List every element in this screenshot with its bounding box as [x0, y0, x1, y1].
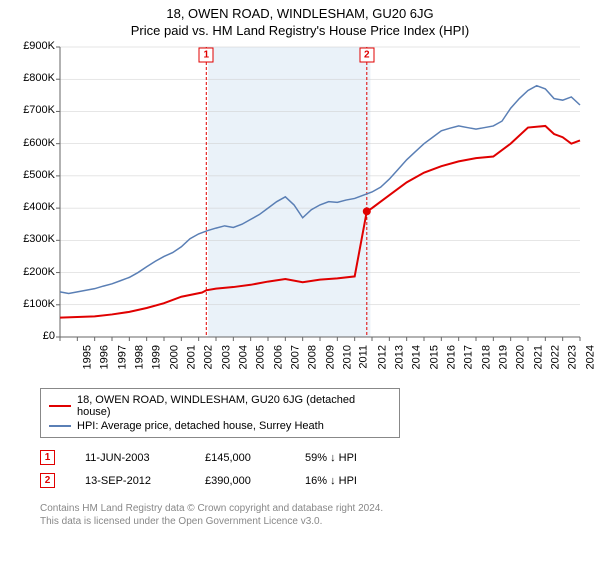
x-axis-label: 2014: [411, 345, 423, 369]
legend-row: 18, OWEN ROAD, WINDLESHAM, GU20 6JG (det…: [49, 393, 391, 419]
y-axis-label: £900K: [15, 40, 55, 52]
x-axis-label: 2023: [567, 345, 579, 369]
x-axis-label: 2017: [463, 345, 475, 369]
y-axis-label: £600K: [15, 137, 55, 149]
x-axis-label: 2009: [324, 345, 336, 369]
legend-label: HPI: Average price, detached house, Surr…: [77, 420, 324, 432]
plot-marker: 1: [199, 48, 214, 63]
x-axis-label: 2013: [393, 345, 405, 369]
footer-line: Contains HM Land Registry data © Crown c…: [40, 502, 600, 515]
event-delta: 16% ↓ HPI: [305, 475, 357, 487]
event-price: £145,000: [205, 452, 275, 464]
x-axis-label: 2024: [584, 345, 596, 369]
legend-row: HPI: Average price, detached house, Surr…: [49, 419, 391, 433]
x-axis-label: 1997: [116, 345, 128, 369]
event-marker-number: 2: [45, 475, 51, 486]
y-axis-label: £800K: [15, 72, 55, 84]
x-axis-label: 2005: [255, 345, 267, 369]
chart-svg: [15, 42, 585, 342]
footer: Contains HM Land Registry data © Crown c…: [40, 502, 600, 528]
x-axis-label: 2002: [203, 345, 215, 369]
x-axis-label: 2020: [515, 345, 527, 369]
chart-area: £0 £100K £200K £300K £400K £500K £600K £700K £80…: [15, 42, 585, 382]
x-axis-label: 2006: [272, 345, 284, 369]
x-axis-label: 1995: [81, 345, 93, 369]
x-axis-label: 2012: [376, 345, 388, 369]
y-axis-label: £700K: [15, 104, 55, 116]
x-axis-label: 1999: [151, 345, 163, 369]
x-axis-label: 2008: [307, 345, 319, 369]
event-row: 2 13-SEP-2012 £390,000 16% ↓ HPI: [40, 469, 600, 492]
legend-label: 18, OWEN ROAD, WINDLESHAM, GU20 6JG (det…: [77, 394, 391, 418]
chart-container: 18, OWEN ROAD, WINDLESHAM, GU20 6JG Pric…: [0, 6, 600, 566]
event-marker: 1: [40, 450, 55, 465]
x-axis-label: 2010: [341, 345, 353, 369]
chart-subtitle: Price paid vs. HM Land Registry's House …: [0, 23, 600, 38]
x-axis-label: 2000: [168, 345, 180, 369]
x-axis-label: 2022: [549, 345, 561, 369]
event-row: 1 11-JUN-2003 £145,000 59% ↓ HPI: [40, 446, 600, 469]
y-axis-label: £400K: [15, 201, 55, 213]
legend-swatch: [49, 425, 71, 427]
y-axis-label: £300K: [15, 233, 55, 245]
x-axis-label: 2001: [185, 345, 197, 369]
x-axis-label: 2004: [237, 345, 249, 369]
y-axis-label: £0: [15, 330, 55, 342]
x-axis-label: 2021: [532, 345, 544, 369]
x-axis-label: 2007: [289, 345, 301, 369]
x-axis-label: 1998: [133, 345, 145, 369]
x-axis-label: 2018: [480, 345, 492, 369]
chart-title: 18, OWEN ROAD, WINDLESHAM, GU20 6JG: [0, 6, 600, 21]
event-price: £390,000: [205, 475, 275, 487]
event-date: 13-SEP-2012: [85, 475, 175, 487]
y-axis-label: £100K: [15, 298, 55, 310]
event-date: 11-JUN-2003: [85, 452, 175, 464]
event-marker: 2: [40, 473, 55, 488]
footer-line: This data is licensed under the Open Gov…: [40, 515, 600, 528]
x-axis-label: 2003: [220, 345, 232, 369]
event-table: 1 11-JUN-2003 £145,000 59% ↓ HPI 2 13-SE…: [40, 446, 600, 492]
y-axis-label: £500K: [15, 169, 55, 181]
x-axis-label: 2016: [445, 345, 457, 369]
x-axis-label: 2011: [358, 345, 370, 369]
event-delta: 59% ↓ HPI: [305, 452, 357, 464]
legend-box: 18, OWEN ROAD, WINDLESHAM, GU20 6JG (det…: [40, 388, 400, 438]
x-axis-label: 2019: [497, 345, 509, 369]
y-axis-label: £200K: [15, 266, 55, 278]
legend-swatch: [49, 405, 71, 407]
x-axis-label: 1996: [99, 345, 111, 369]
plot-marker: 2: [359, 48, 374, 63]
event-marker-number: 1: [45, 452, 51, 463]
x-axis-label: 2015: [428, 345, 440, 369]
